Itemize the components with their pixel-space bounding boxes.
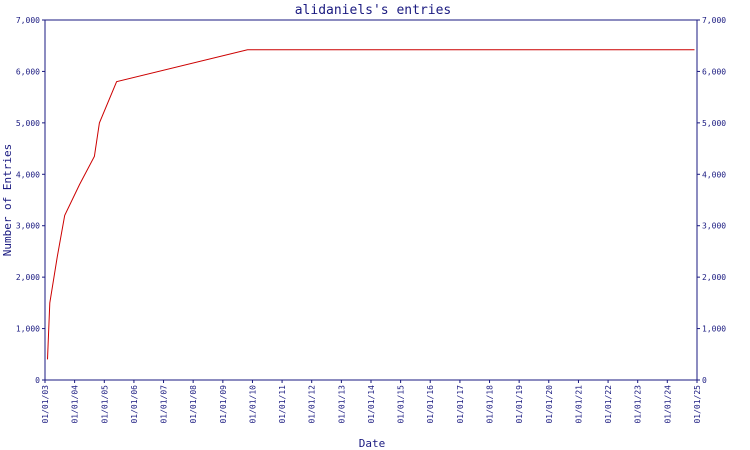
y-tick-label-right: 1,000 bbox=[702, 325, 726, 334]
series-layer bbox=[47, 49, 695, 360]
x-tick-label: 01/01/06 bbox=[130, 385, 139, 424]
x-tick-label: 01/01/12 bbox=[308, 385, 317, 424]
y-tick-label-left: 6,000 bbox=[16, 67, 40, 76]
y-tick-label-left: 2,000 bbox=[16, 273, 40, 282]
x-tick-label: 01/01/11 bbox=[278, 385, 287, 424]
entries-series-line bbox=[47, 49, 695, 360]
y-tick-label-right: 4,000 bbox=[702, 170, 726, 179]
x-tick-label: 01/01/13 bbox=[337, 385, 346, 424]
y-tick-label-right: 7,000 bbox=[702, 16, 726, 25]
y-tick-label-right: 0 bbox=[702, 376, 707, 385]
y-tick-label-right: 3,000 bbox=[702, 222, 726, 231]
x-axis-ticks: 01/01/03 01/01/04 01/01/05 01/01/06 01/01/07… bbox=[41, 380, 702, 424]
x-tick-label: 01/01/24 bbox=[663, 385, 672, 424]
y-axis-label: Number of Entries bbox=[1, 144, 14, 257]
x-tick-label: 01/01/03 bbox=[41, 385, 50, 424]
x-tick-label: 01/01/18 bbox=[486, 385, 495, 424]
x-tick-label: 01/01/21 bbox=[574, 385, 583, 424]
x-tick-label: 01/01/16 bbox=[426, 385, 435, 424]
y-tick-label-right: 2,000 bbox=[702, 273, 726, 282]
x-tick-label: 01/01/10 bbox=[248, 385, 257, 424]
x-tick-label: 01/01/17 bbox=[456, 385, 465, 424]
chart-title: alidaniels's entries bbox=[295, 3, 452, 18]
x-tick-label: 01/01/04 bbox=[71, 385, 80, 424]
plot-frame bbox=[44, 19, 698, 381]
x-tick-label: 01/01/05 bbox=[100, 385, 109, 424]
x-tick-label: 01/01/25 bbox=[693, 385, 702, 424]
y-tick-label-left: 3,000 bbox=[16, 222, 40, 231]
y-tick-label-right: 5,000 bbox=[702, 119, 726, 128]
x-tick-label: 01/01/08 bbox=[189, 385, 198, 424]
x-axis-label: Date bbox=[359, 437, 386, 450]
x-tick-label: 01/01/15 bbox=[397, 385, 406, 424]
x-tick-label: 01/01/14 bbox=[367, 385, 376, 424]
y-tick-label-left: 4,000 bbox=[16, 170, 40, 179]
y-tick-label-left: 1,000 bbox=[16, 325, 40, 334]
x-tick-label: 01/01/22 bbox=[604, 385, 613, 424]
y-tick-label-left: 7,000 bbox=[16, 16, 40, 25]
x-tick-label: 01/01/20 bbox=[545, 385, 554, 424]
x-tick-label: 01/01/19 bbox=[515, 385, 524, 424]
y-axis-ticks: 0 0 1,000 1,000 2,000 2,000 3,000 3,000 4,000 4,0… bbox=[16, 16, 726, 385]
y-tick-label-left: 0 bbox=[35, 376, 40, 385]
x-tick-label: 01/01/09 bbox=[219, 385, 228, 424]
x-tick-label: 01/01/23 bbox=[634, 385, 643, 424]
x-tick-label: 01/01/07 bbox=[160, 385, 169, 424]
y-tick-label-left: 5,000 bbox=[16, 119, 40, 128]
y-tick-label-right: 6,000 bbox=[702, 67, 726, 76]
